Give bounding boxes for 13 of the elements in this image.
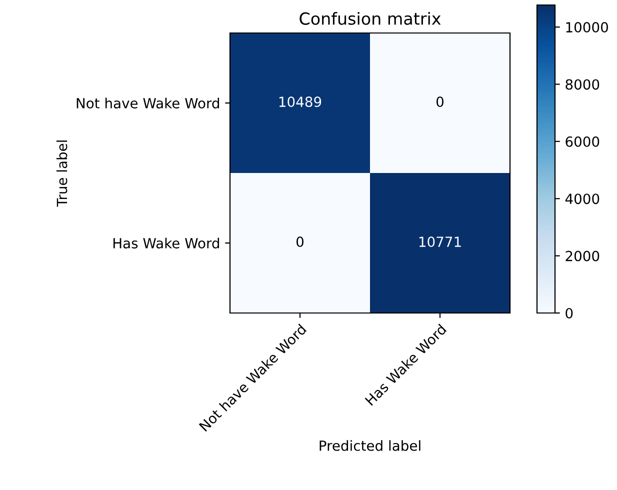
color-bar-label: 8000 [566, 79, 600, 90]
color-bar-label: 4000 [565, 194, 600, 204]
x-axis-title: Predicted label [320, 440, 420, 451]
color-bar-label: 2000 [566, 250, 600, 262]
data-label: 10771 [419, 236, 461, 248]
color-bar-label: 0 [566, 308, 573, 318]
chart-title: Confusion matrix [300, 12, 441, 25]
data-label: 0 [296, 236, 304, 248]
color-bar-label: 6000 [566, 136, 600, 147]
color-bar-label: 10000 [566, 22, 608, 33]
data-label: 10489 [279, 96, 322, 108]
y-axis-title: True label [56, 140, 68, 207]
data-label: 0 [436, 96, 444, 108]
